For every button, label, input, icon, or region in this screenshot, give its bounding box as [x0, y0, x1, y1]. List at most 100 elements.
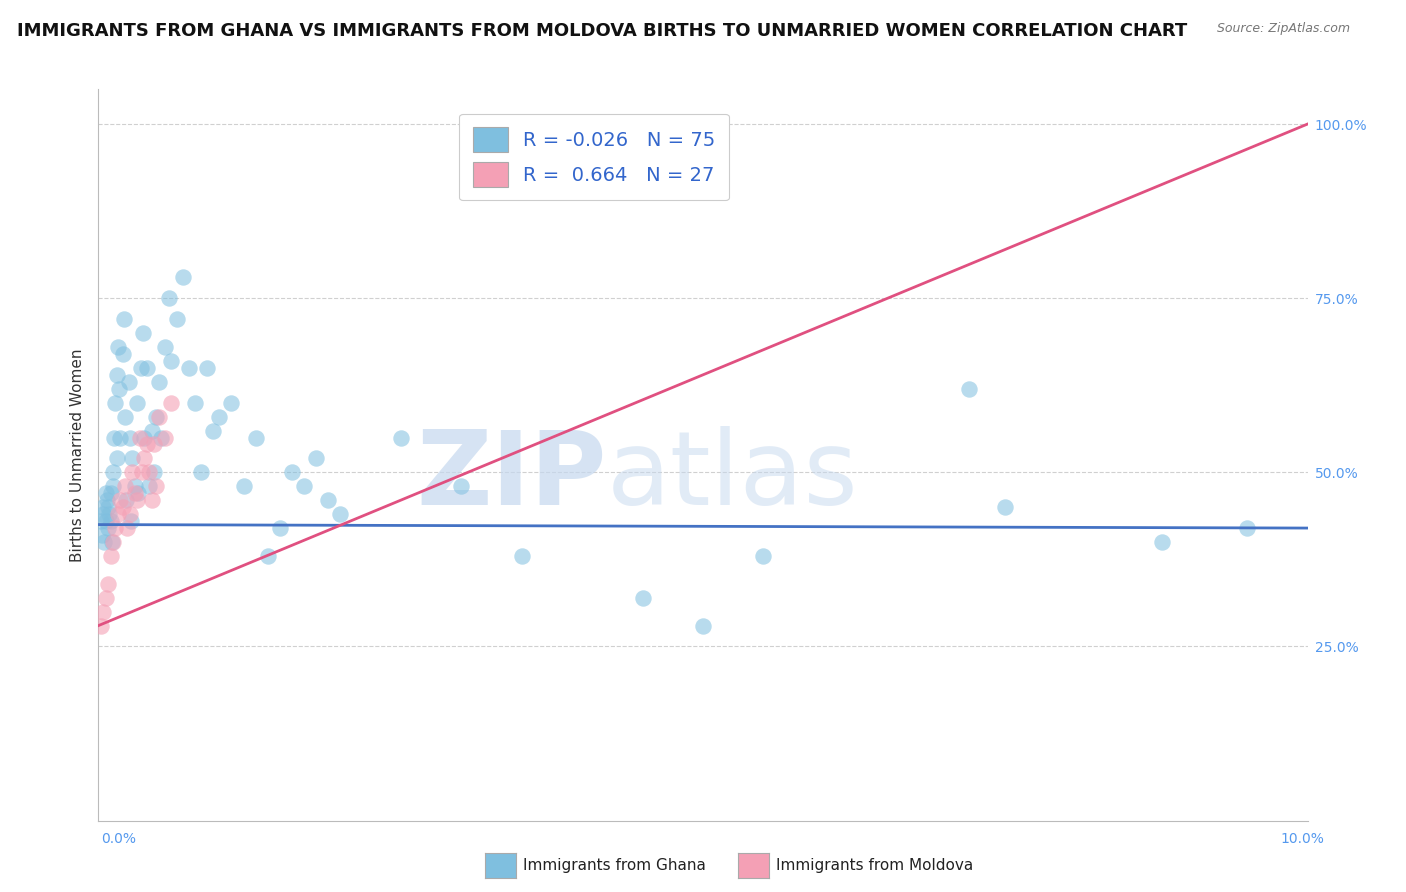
- Point: [184, 395, 207, 409]
- Point: [104, 521, 127, 535]
- Point: [129, 360, 152, 375]
- Point: [752, 549, 775, 563]
- Text: Immigrants from Moldova: Immigrants from Moldova: [776, 858, 973, 872]
- Point: [202, 424, 225, 438]
- Point: [94, 514, 117, 528]
- Point: [166, 312, 188, 326]
- Point: [138, 479, 160, 493]
- Point: [172, 270, 194, 285]
- Point: [100, 486, 122, 500]
- Point: [108, 493, 131, 508]
- Point: [115, 493, 138, 508]
- Point: [107, 340, 129, 354]
- Point: [143, 466, 166, 480]
- Point: [120, 514, 142, 528]
- Point: [91, 605, 114, 619]
- Point: [305, 451, 328, 466]
- Point: [118, 375, 141, 389]
- Text: Immigrants from Ghana: Immigrants from Ghana: [523, 858, 706, 872]
- Point: [97, 521, 120, 535]
- Text: 0.0%: 0.0%: [101, 832, 136, 846]
- Text: atlas: atlas: [606, 426, 858, 527]
- Point: [121, 451, 143, 466]
- Point: [112, 312, 135, 326]
- Legend: R = -0.026   N = 75, R =  0.664   N = 27: R = -0.026 N = 75, R = 0.664 N = 27: [460, 113, 730, 201]
- Point: [111, 500, 134, 515]
- Point: [121, 466, 143, 480]
- Point: [208, 409, 231, 424]
- Point: [269, 521, 291, 535]
- Point: [91, 528, 114, 542]
- Point: [292, 479, 315, 493]
- Point: [145, 409, 167, 424]
- Point: [117, 521, 139, 535]
- Point: [329, 507, 352, 521]
- Point: [160, 354, 183, 368]
- Point: [195, 360, 218, 375]
- Point: [957, 382, 980, 396]
- Point: [100, 549, 122, 563]
- Point: [148, 409, 170, 424]
- Point: [692, 618, 714, 632]
- Point: [631, 591, 654, 605]
- Point: [127, 493, 149, 508]
- Point: [131, 466, 153, 480]
- Point: [93, 535, 115, 549]
- Point: [221, 395, 243, 409]
- Text: 10.0%: 10.0%: [1281, 832, 1324, 846]
- Point: [190, 466, 212, 480]
- Point: [114, 479, 136, 493]
- Point: [450, 479, 472, 493]
- Point: [145, 479, 167, 493]
- Text: ZIP: ZIP: [416, 426, 606, 527]
- Point: [138, 466, 160, 480]
- Point: [127, 486, 149, 500]
- Point: [160, 395, 183, 409]
- Y-axis label: Births to Unmarried Women: Births to Unmarried Women: [69, 348, 84, 562]
- Point: [101, 466, 124, 480]
- Point: [91, 500, 114, 515]
- Point: [1236, 521, 1258, 535]
- Point: [101, 479, 124, 493]
- Point: [127, 395, 149, 409]
- Point: [98, 507, 121, 521]
- Point: [124, 479, 146, 493]
- Point: [118, 507, 141, 521]
- Point: [100, 535, 122, 549]
- Point: [141, 493, 163, 508]
- Text: Source: ZipAtlas.com: Source: ZipAtlas.com: [1216, 22, 1350, 36]
- Point: [510, 549, 533, 563]
- Point: [316, 493, 339, 508]
- Point: [135, 437, 157, 451]
- Point: [994, 500, 1017, 515]
- Point: [128, 430, 150, 444]
- Point: [103, 430, 125, 444]
- Point: [124, 486, 146, 500]
- Point: [1152, 535, 1174, 549]
- Point: [135, 360, 157, 375]
- Point: [153, 430, 176, 444]
- Point: [108, 430, 131, 444]
- Point: [100, 514, 122, 528]
- Point: [150, 430, 173, 444]
- Text: IMMIGRANTS FROM GHANA VS IMMIGRANTS FROM MOLDOVA BIRTHS TO UNMARRIED WOMEN CORRE: IMMIGRANTS FROM GHANA VS IMMIGRANTS FROM…: [17, 22, 1187, 40]
- Point: [134, 451, 156, 466]
- Point: [114, 409, 136, 424]
- Point: [141, 424, 163, 438]
- Point: [134, 430, 156, 444]
- Point: [104, 395, 127, 409]
- Point: [105, 368, 128, 382]
- Point: [97, 500, 120, 515]
- Point: [118, 430, 141, 444]
- Point: [96, 493, 118, 508]
- Point: [91, 507, 114, 521]
- Point: [94, 591, 117, 605]
- Point: [97, 576, 120, 591]
- Point: [101, 535, 124, 549]
- Point: [108, 382, 131, 396]
- Point: [143, 437, 166, 451]
- Point: [245, 430, 267, 444]
- Point: [105, 451, 128, 466]
- Point: [389, 430, 412, 444]
- Point: [90, 618, 112, 632]
